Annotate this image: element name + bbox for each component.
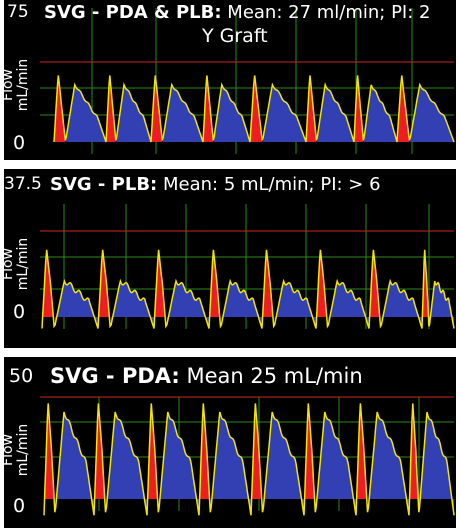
y-max-label: 50 [9, 365, 34, 387]
diastolic-area [429, 281, 454, 329]
systolic-area [147, 403, 159, 516]
flow-trace [43, 403, 455, 516]
title-bold: SVG - PLB: [50, 174, 158, 195]
diastolic-area [106, 412, 147, 516]
y-axis-label: Flow mL/min [4, 229, 31, 299]
diastolic-area [381, 281, 422, 329]
systolic-area [44, 403, 55, 516]
panel-title: SVG - PDA & PLB: Mean: 27 ml/min; PI: 2 [44, 2, 430, 23]
y-max-label: 37.5 [4, 174, 42, 194]
panel-title: SVG - PDA: Mean 25 mL/min [50, 364, 363, 388]
y-axis-label-line2: mL/min [15, 237, 31, 291]
title-bold: SVG - PDA & PLB: [44, 2, 222, 23]
title-rest: Mean: 5 mL/min; PI: > 6 [157, 174, 381, 195]
title-bold: SVG - PDA: [50, 364, 180, 388]
y-zero-label: 0 [13, 301, 26, 323]
diastolic-area [213, 84, 250, 142]
systolic-area [106, 75, 116, 142]
systolic-area [354, 75, 364, 142]
systolic-area [304, 403, 316, 516]
waveform-plot [40, 8, 455, 154]
systolic-area [409, 403, 419, 516]
title-rest: Mean: 27 ml/min; PI: 2 [221, 2, 431, 23]
diastolic-area [419, 412, 454, 516]
systolic-area [199, 403, 211, 516]
systolic-area [356, 403, 368, 516]
systolic-area [306, 75, 317, 142]
systolic-area [98, 249, 111, 329]
waveform-panel-pda-plb: 75 SVG - PDA & PLB: Mean: 27 ml/min; PI:… [4, 0, 456, 160]
diastolic-area [221, 281, 262, 329]
systolic-area [42, 249, 55, 329]
systolic-area [94, 403, 106, 516]
title-rest: Mean 25 mL/min [179, 364, 363, 388]
diastolic-area [211, 412, 251, 516]
flow-trace [53, 75, 455, 143]
diastolic-area [116, 84, 151, 142]
y-axis-label-line2: mL/min [15, 58, 31, 112]
y-axis-label: Flow mL/min [4, 50, 31, 120]
diastolic-area [263, 84, 306, 142]
y-max-label: 75 [7, 2, 29, 22]
diastolic-area [410, 84, 454, 142]
diastolic-area [55, 412, 94, 516]
waveform-panel-pda: 50 SVG - PDA: Mean 25 mL/min Flow mL/min… [4, 357, 456, 528]
panel-subtitle: Y Graft [202, 25, 268, 47]
systolic-area [250, 75, 263, 142]
diastolic-area [316, 412, 356, 516]
panel-title: SVG - PLB: Mean: 5 mL/min; PI: > 6 [50, 174, 381, 195]
diastolic-area [317, 84, 354, 142]
waveform-panel-plb: 37.5 SVG - PLB: Mean: 5 mL/min; PI: > 6 … [4, 169, 456, 348]
systolic-area [369, 249, 381, 329]
waveform-plot [40, 396, 455, 516]
diastolic-area [274, 281, 316, 329]
systolic-area [154, 249, 166, 329]
systolic-area [316, 249, 328, 329]
diastolic-area [111, 281, 154, 329]
diastolic-area [263, 412, 304, 516]
flow-trace [41, 249, 455, 329]
systolic-area [262, 249, 274, 329]
systolic-area [209, 249, 221, 329]
y-zero-label: 0 [13, 495, 26, 517]
systolic-area [151, 75, 163, 142]
systolic-area [203, 75, 214, 142]
systolic-area [422, 249, 429, 329]
diastolic-area [159, 412, 199, 516]
waveform-plot [40, 204, 455, 329]
systolic-area [397, 75, 410, 142]
diastolic-area [368, 412, 409, 516]
systolic-area [251, 403, 263, 516]
diastolic-area [364, 84, 397, 142]
systolic-area [54, 75, 66, 142]
diastolic-area [55, 281, 98, 329]
diastolic-area [328, 281, 369, 329]
diastolic-area [166, 281, 209, 329]
diastolic-area [66, 84, 106, 142]
diastolic-area [163, 84, 203, 142]
y-zero-label: 0 [13, 132, 26, 154]
y-axis-label-line2: mL/min [15, 423, 31, 477]
y-axis-label: Flow mL/min [4, 415, 31, 485]
